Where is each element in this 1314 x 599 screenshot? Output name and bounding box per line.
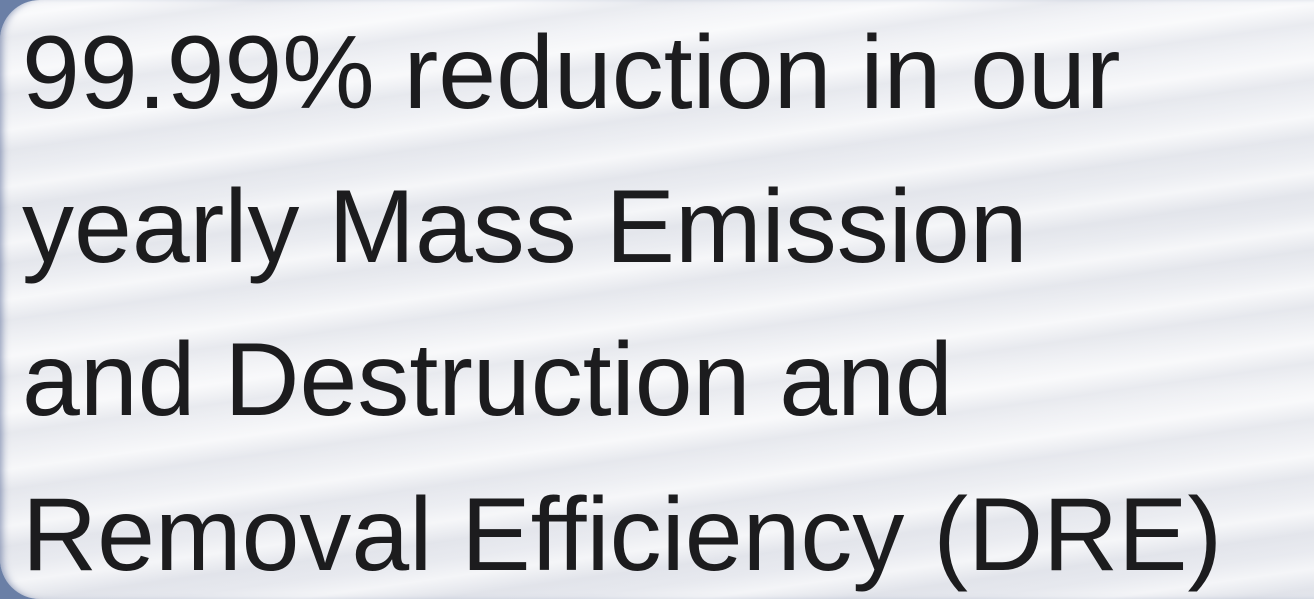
text-line: Removal Efficiency (DRE) [22, 477, 1222, 593]
text-line: and Destruction and [22, 322, 953, 438]
text-line: 99.99% reduction in our [22, 15, 1121, 131]
text-line: yearly Mass Emission [22, 169, 1028, 285]
